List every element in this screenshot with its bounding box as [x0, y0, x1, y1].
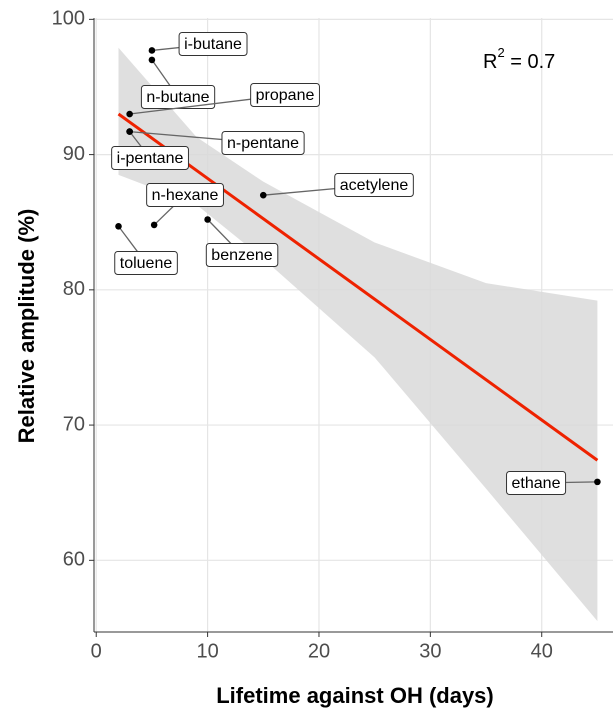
point: [148, 56, 156, 64]
annotation-rest: = 0.7: [505, 51, 556, 73]
label-box: [221, 131, 305, 155]
confidence-band: [118, 47, 598, 622]
x-axis-title: Lifetime against OH (days): [216, 683, 494, 708]
y-axis-title: Relative amplitude (%): [14, 209, 39, 444]
point-label-text: toluene: [120, 255, 173, 272]
point-label: n-butane: [140, 59, 216, 109]
y-tick-label: 90: [63, 143, 85, 165]
x-tick-label: 40: [531, 640, 553, 662]
label-box: [146, 183, 224, 207]
label-box: [506, 471, 567, 495]
point-label: acetylene: [263, 173, 414, 197]
point-label-text: ethane: [512, 475, 561, 492]
point-label-text: acetylene: [340, 177, 409, 194]
x-tick-label: 0: [91, 640, 102, 662]
point: [126, 110, 133, 118]
point: [594, 478, 601, 486]
point-label-text: n-pentane: [227, 135, 299, 152]
label-box: [205, 243, 279, 267]
x-tick-label: 20: [308, 640, 330, 662]
point-label: ethane: [506, 471, 598, 495]
label-box: [178, 32, 248, 56]
label-box: [334, 173, 414, 197]
point: [126, 128, 133, 135]
point-label-text: n-butane: [146, 89, 209, 106]
point: [150, 221, 158, 229]
x-tick-label: 30: [419, 640, 441, 662]
annotation: R2 = 0.7: [483, 45, 555, 73]
label-box: [250, 83, 320, 107]
point: [259, 191, 267, 199]
point-label: benzene: [205, 219, 279, 267]
point-label: i-butane: [151, 32, 248, 56]
point-label: n-hexane: [146, 183, 224, 226]
y-tick-label: 60: [63, 549, 85, 571]
label-box: [111, 146, 189, 170]
annotation-base: R: [483, 51, 497, 73]
point-label-text: benzene: [211, 247, 272, 264]
point-label-text: i-butane: [184, 36, 242, 53]
point-label-text: propane: [256, 87, 315, 104]
point-label: i-pentane: [111, 131, 189, 170]
annotation-exponent: 2: [497, 45, 504, 60]
point-label: n-pentane: [129, 130, 305, 155]
point-label-text: i-pentane: [117, 150, 184, 167]
point-label: toluene: [114, 225, 178, 275]
y-tick-label: 70: [63, 413, 85, 435]
point: [115, 222, 122, 230]
point: [148, 47, 156, 54]
y-tick-label: 80: [63, 278, 85, 300]
y-tick-label: 100: [52, 8, 85, 30]
regression-line: [117, 112, 599, 462]
x-tick-label: 10: [196, 640, 218, 662]
point: [204, 216, 211, 223]
point-label: propane: [129, 83, 320, 115]
label-box: [114, 251, 178, 275]
point-label-text: n-hexane: [152, 187, 219, 204]
